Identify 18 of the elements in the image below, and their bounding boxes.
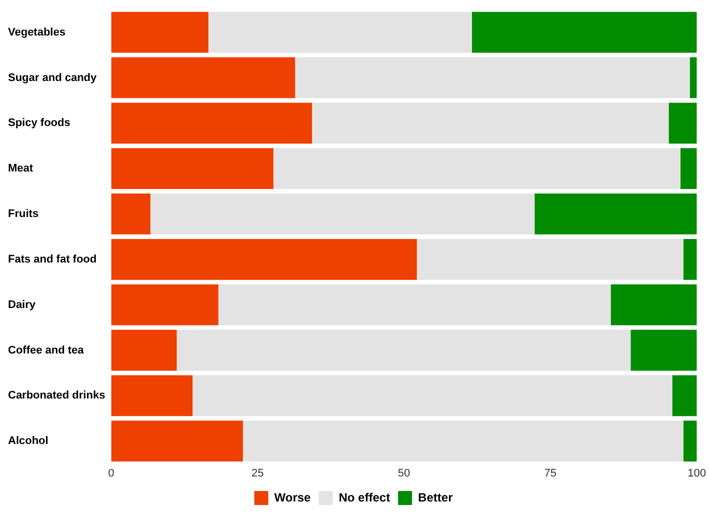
y-tick-label: Dairy bbox=[8, 298, 36, 311]
x-tick-label: 75 bbox=[544, 467, 557, 480]
y-tick-label: Alcohol bbox=[8, 435, 48, 448]
legend-label: Better bbox=[418, 490, 454, 504]
y-tick-label: Sugar and candy bbox=[8, 72, 98, 84]
y-tick-label: Spicy foods bbox=[8, 117, 70, 130]
x-tick-label: 0 bbox=[108, 467, 114, 480]
y-tick-label: Fats and fat food bbox=[8, 253, 97, 266]
x-tick-label: 50 bbox=[398, 467, 410, 480]
y-tick-label: Meat bbox=[8, 162, 34, 175]
x-tick-label: 25 bbox=[251, 467, 264, 480]
y-tick-label: Coffee and tea bbox=[8, 344, 85, 356]
y-tick-label: Fruits bbox=[8, 208, 39, 220]
y-tick-label: Vegetables bbox=[8, 26, 66, 38]
legend-label: No effect bbox=[338, 490, 390, 504]
legend-label: Worse bbox=[274, 490, 312, 504]
x-tick-label: 100 bbox=[688, 467, 706, 480]
y-tick-label: Carbonated drinks bbox=[8, 390, 106, 402]
